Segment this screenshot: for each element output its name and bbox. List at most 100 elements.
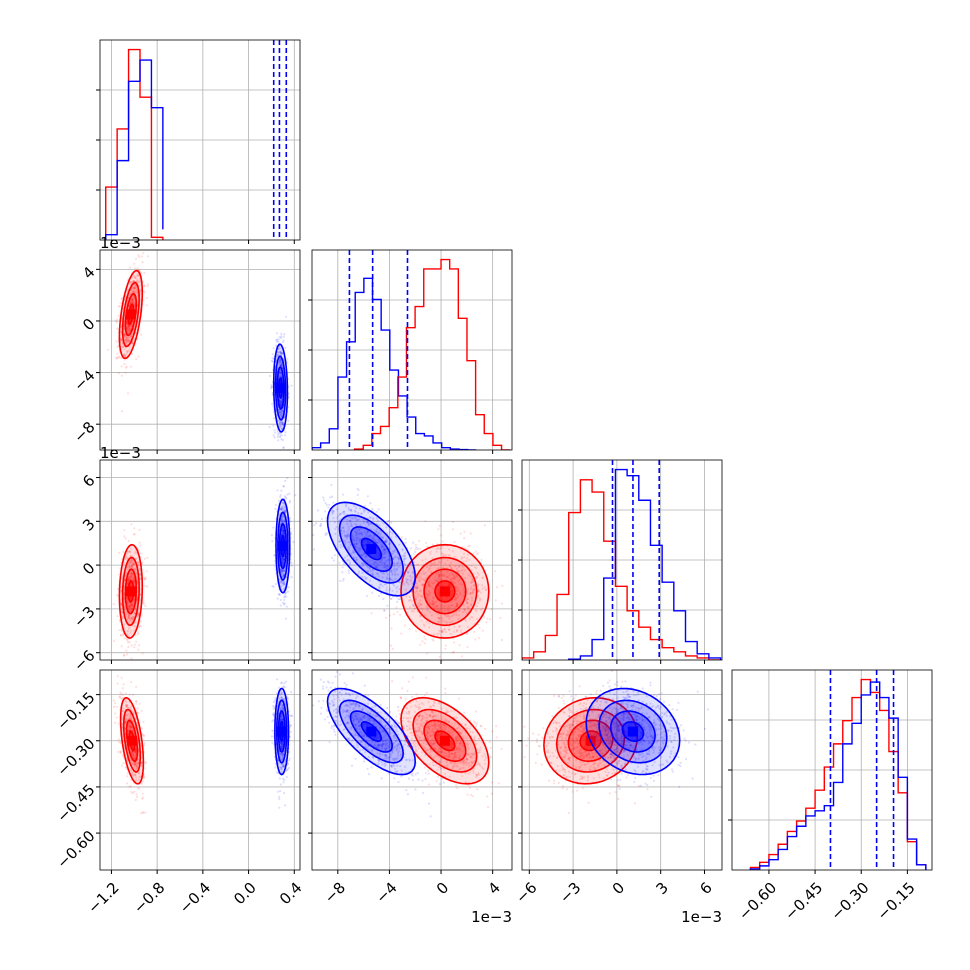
sample-point: [384, 616, 388, 619]
sample-point: [380, 543, 383, 546]
sample-point: [437, 528, 440, 531]
sample-point: [288, 500, 292, 503]
sample-point: [404, 557, 407, 560]
sample-point: [315, 522, 318, 525]
sample-point: [379, 534, 382, 537]
sample-point: [278, 360, 281, 363]
sample-point: [425, 605, 428, 609]
sample-point: [339, 546, 342, 549]
sample-point: [371, 559, 374, 562]
sample-point: [429, 550, 432, 553]
sample-point: [141, 261, 144, 264]
sample-point: [389, 578, 392, 581]
sample-point: [135, 358, 138, 361]
sample-point: [474, 608, 477, 611]
sample-point: [467, 597, 470, 600]
sample-point: [277, 593, 280, 596]
sample-point: [432, 587, 435, 590]
sample-point: [119, 305, 122, 308]
sample-point: [279, 351, 282, 355]
panel-p0-p0: [96, 39, 301, 244]
sample-point: [436, 604, 439, 607]
sample-point: [130, 604, 133, 607]
sample-point: [114, 702, 117, 705]
sample-point: [410, 610, 413, 613]
sample-point: [280, 351, 283, 354]
sample-point: [283, 582, 286, 585]
sample-point: [382, 522, 385, 525]
sample-point: [428, 626, 431, 629]
sample-point: [289, 520, 292, 523]
sample-point: [392, 557, 395, 560]
sample-point: [132, 763, 136, 766]
sample-point: [133, 763, 136, 766]
sample-point: [361, 562, 364, 565]
sample-point: [452, 575, 456, 578]
sample-point: [121, 634, 125, 637]
sample-point: [127, 732, 130, 735]
sample-point: [283, 598, 286, 602]
sample-point: [359, 524, 362, 527]
sample-point: [428, 610, 432, 614]
sample-point: [130, 565, 133, 568]
sample-point: [368, 516, 371, 519]
sample-point: [355, 534, 358, 537]
sample-point: [127, 627, 130, 630]
sample-point: [285, 497, 288, 500]
sample-point: [387, 559, 390, 562]
sample-point: [357, 572, 360, 575]
sample-point: [143, 284, 146, 287]
sample-point: [125, 341, 128, 345]
sample-point: [125, 338, 128, 342]
sample-point: [415, 586, 418, 590]
sample-point: [130, 607, 133, 611]
sample-point: [122, 632, 125, 635]
sample-point: [129, 555, 132, 558]
sample-point: [133, 757, 136, 760]
sample-point: [142, 576, 146, 580]
sample-point: [133, 790, 136, 793]
sample-point: [127, 606, 130, 610]
sample-point: [440, 630, 443, 634]
sample-point: [360, 533, 364, 537]
sample-point: [369, 516, 372, 519]
sample-point: [388, 614, 392, 617]
sample-point: [470, 581, 473, 584]
sample-point: [460, 556, 464, 559]
sample-point: [126, 327, 129, 330]
sample-point: [365, 577, 368, 580]
sample-point: [320, 517, 324, 521]
sample-point: [476, 571, 479, 575]
sample-point: [279, 347, 282, 350]
sample-point: [135, 557, 138, 560]
sample-point: [353, 539, 356, 543]
sample-point: [279, 409, 282, 412]
sample-point: [280, 402, 283, 405]
sample-point: [396, 590, 399, 593]
sample-point: [366, 559, 369, 563]
sample-point: [142, 776, 146, 779]
sample-point: [385, 577, 389, 581]
sample-point: [396, 556, 399, 559]
sample-point: [418, 539, 421, 543]
sample-point: [129, 565, 132, 568]
sample-point: [131, 771, 134, 774]
sample-point: [284, 591, 287, 595]
sample-point: [381, 535, 384, 539]
sample-point: [419, 594, 422, 598]
sample-point: [338, 540, 341, 543]
sample-point: [428, 580, 431, 583]
sample-point: [448, 617, 451, 620]
sample-point: [132, 599, 135, 602]
sample-point: [127, 576, 130, 579]
sample-point: [396, 562, 399, 565]
sample-point: [132, 615, 135, 619]
sample-point: [386, 565, 389, 568]
sample-point: [454, 598, 457, 601]
sample-point: [408, 599, 411, 602]
sample-point: [124, 720, 127, 724]
sample-point: [445, 553, 448, 556]
sample-point: [131, 563, 134, 566]
sample-point: [130, 725, 133, 729]
sample-point: [468, 617, 471, 621]
